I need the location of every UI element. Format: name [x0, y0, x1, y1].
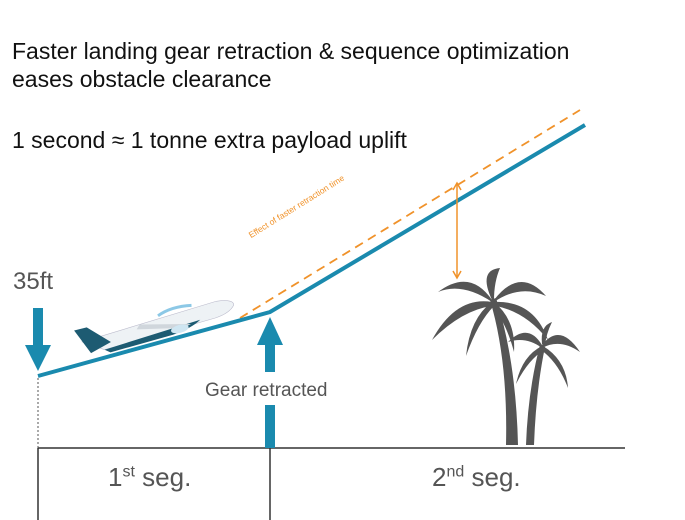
segment-2-number: 2 — [432, 462, 447, 492]
segment-2-word: seg. — [464, 462, 521, 492]
segment-2-label: 2nd seg. — [432, 462, 521, 493]
gear-up-arrow-icon — [257, 317, 283, 448]
segment-1-ordinal: st — [122, 463, 135, 481]
down-arrow-icon — [25, 308, 51, 371]
headline-line1: Faster landing gear retraction & sequenc… — [12, 38, 570, 64]
palm-tree-icon — [432, 268, 580, 445]
tagline: 1 second ≈ 1 tonne extra payload uplift — [12, 127, 407, 153]
segment-1-word: seg. — [134, 462, 192, 492]
effect-dashed-line — [239, 109, 581, 319]
gear-retracted-label: Gear retracted — [205, 380, 328, 401]
flight-trajectory — [37, 123, 587, 378]
aircraft-icon — [74, 300, 234, 354]
height-label: 35ft — [13, 268, 54, 295]
clearance-arrow — [452, 181, 462, 280]
segment-2-ordinal: nd — [446, 463, 465, 481]
segment-1-number: 1 — [108, 462, 123, 492]
headline-line2: eases obstacle clearance — [12, 66, 272, 92]
segment-1-label: 1st seg. — [108, 462, 191, 493]
